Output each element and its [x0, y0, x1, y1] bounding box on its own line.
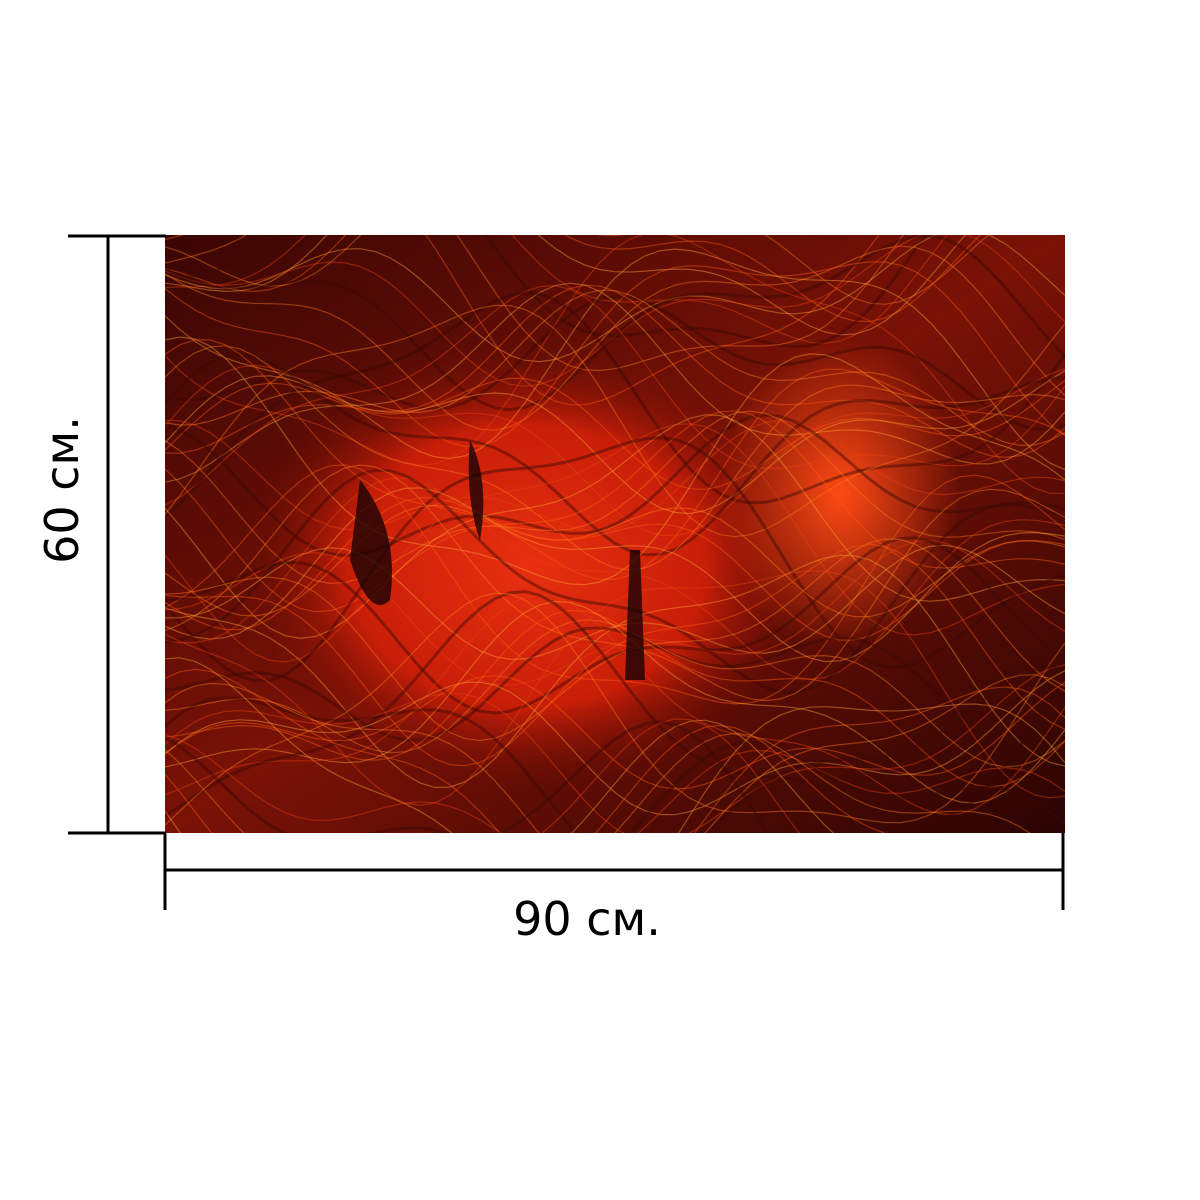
wave-line [165, 544, 1065, 660]
wave-line [165, 464, 1065, 702]
wave-line [541, 718, 800, 833]
artwork [165, 235, 1065, 833]
wave-line [165, 419, 1065, 532]
wave-line [165, 235, 948, 344]
wave-line [165, 304, 1065, 538]
width-label: 90 см. [513, 892, 661, 946]
wave-line [165, 235, 981, 323]
shadow [468, 440, 484, 540]
wave-line [165, 464, 1065, 705]
wave-line [165, 590, 1065, 823]
wave-line [165, 235, 904, 372]
wave-line [165, 291, 1065, 519]
glow [560, 260, 960, 780]
wave-line [165, 294, 1065, 431]
wave-line [165, 536, 1065, 715]
wave-lines [165, 235, 1065, 833]
wave-line [165, 436, 1065, 683]
wave-line [165, 724, 887, 833]
wave-line [165, 285, 1065, 506]
wave-line [165, 410, 1065, 585]
wave-line [165, 539, 1065, 686]
wave-line [165, 732, 1031, 833]
wave-line [165, 364, 1065, 537]
wave-line [165, 245, 1065, 431]
wave-line [165, 235, 1065, 412]
wave-line [165, 668, 1065, 833]
wave-line [165, 543, 1065, 767]
wave-line [165, 504, 1065, 618]
wave-line [165, 235, 928, 349]
wave-line [165, 353, 1065, 557]
wave-line [165, 593, 1065, 816]
wave-line [165, 261, 1065, 448]
wave-line [165, 282, 1065, 483]
wave-line [165, 733, 1065, 833]
wave-line [165, 674, 1065, 833]
wave-line [165, 600, 1065, 804]
wave-line [165, 657, 1065, 833]
wave-line [165, 410, 1065, 613]
wave-line [165, 487, 1065, 663]
wave-line [165, 345, 1065, 571]
wave-line [165, 423, 1065, 663]
wave-line [165, 235, 880, 406]
wave-line [165, 670, 1065, 816]
wave-line [165, 289, 1065, 447]
shadow [350, 480, 392, 605]
wave-line [165, 609, 1065, 788]
wave-line [165, 468, 1065, 694]
wave-line [165, 339, 1065, 580]
wave-line [165, 626, 1065, 746]
wave-line [165, 370, 1065, 515]
wave-line [165, 619, 1065, 768]
wave-line [165, 235, 1065, 494]
wave-line [165, 235, 990, 305]
wave-line [165, 413, 1065, 558]
wave-line [165, 735, 1065, 833]
wave-line [165, 235, 1065, 387]
wave-line [165, 665, 1065, 833]
wave-line [165, 570, 1065, 807]
wave-line [165, 719, 835, 833]
wave-line [165, 414, 1065, 640]
height-label: 60 см. [35, 416, 89, 564]
wave-line [165, 336, 1065, 586]
shadow [625, 550, 645, 680]
wave-line [165, 235, 967, 336]
wave-line [165, 554, 1065, 789]
wave-line [165, 592, 1065, 826]
wave-line [165, 664, 1065, 833]
wave-line [165, 497, 1065, 641]
wave-line [165, 377, 1065, 491]
wave-line [165, 248, 1065, 471]
wave-line [165, 538, 1065, 742]
wave-line [165, 675, 1065, 790]
wave-line [497, 720, 770, 833]
wave-line [165, 235, 1065, 363]
wave-line [165, 284, 1065, 459]
wave-line [165, 477, 1065, 681]
